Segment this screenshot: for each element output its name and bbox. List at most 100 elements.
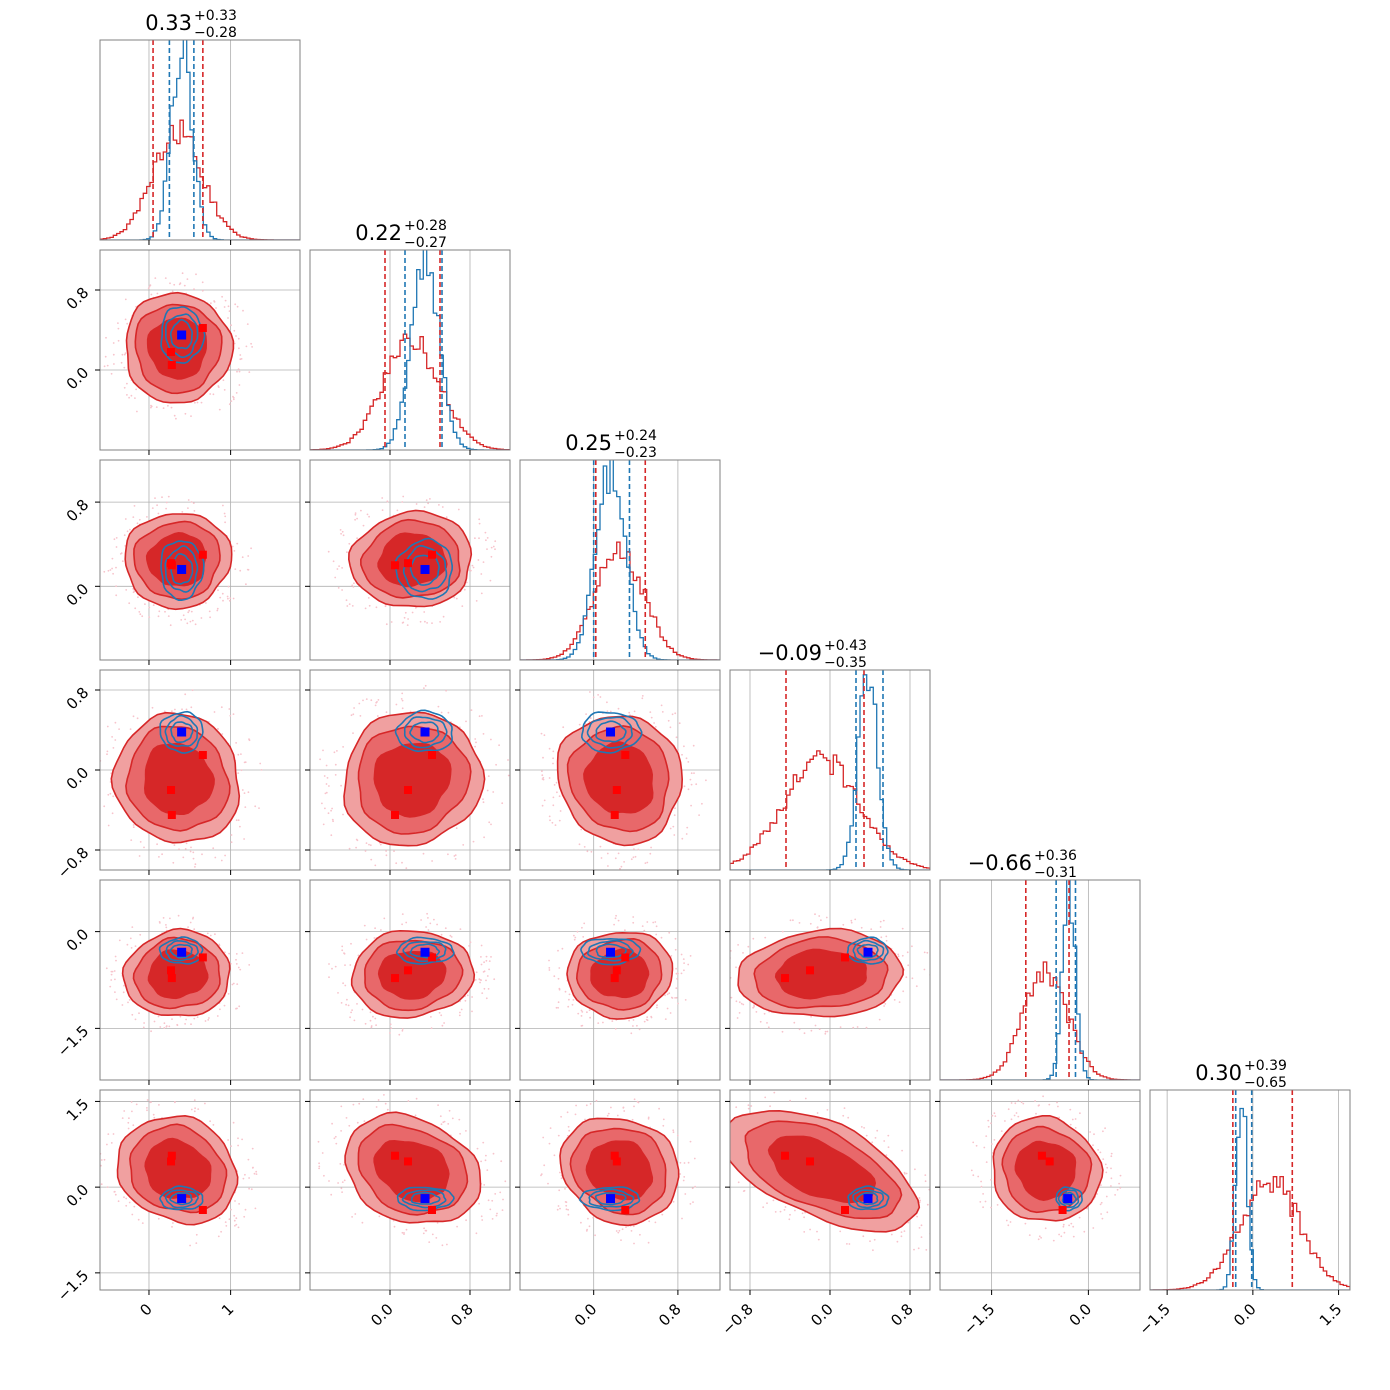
scatter-point: [809, 922, 812, 925]
scatter-point: [630, 1230, 633, 1232]
scatter-point: [230, 1208, 232, 1211]
scatter-point: [401, 923, 403, 926]
scatter-point: [352, 713, 355, 716]
scatter-point: [584, 1118, 586, 1121]
scatter-point: [874, 1137, 877, 1139]
red-marker: [404, 559, 412, 568]
scatter-point: [217, 728, 219, 730]
red-marker: [428, 953, 436, 962]
scatter-point: [737, 944, 739, 946]
scatter-point: [209, 934, 212, 937]
scatter-point: [471, 564, 474, 567]
red-marker: [610, 811, 619, 819]
scatter-point: [118, 939, 121, 942]
scatter-point: [162, 917, 165, 919]
scatter-point: [235, 1223, 238, 1226]
scatter-point: [95, 1160, 97, 1162]
scatter-point: [107, 824, 110, 827]
scatter-point: [701, 802, 703, 805]
scatter-point: [137, 596, 139, 599]
blue-contour: [847, 1185, 890, 1211]
scatter-point: [91, 790, 93, 792]
scatter-point: [156, 292, 159, 295]
scatter-point: [350, 942, 352, 945]
x-tick-label: 1.5: [1316, 1300, 1346, 1330]
scatter-point: [115, 546, 118, 548]
scatter-point: [240, 358, 243, 360]
scatter-point: [738, 1012, 741, 1014]
scatter-point: [121, 560, 124, 563]
scatter-point: [331, 818, 334, 821]
scatter-point: [393, 850, 395, 852]
scatter-point: [390, 621, 393, 623]
scatter-point: [131, 1110, 133, 1113]
scatter-point: [672, 1131, 675, 1134]
scatter-point: [324, 807, 326, 810]
scatter-point: [350, 714, 353, 717]
scatter-point: [814, 913, 816, 916]
scatter-point: [687, 788, 690, 791]
scatter-point: [883, 1140, 886, 1142]
scatter-point: [350, 1011, 352, 1014]
scatter-point: [334, 1135, 337, 1138]
red-marker: [167, 1151, 176, 1160]
scatter-point: [494, 548, 496, 551]
scatter-point: [104, 355, 107, 358]
scatter-point: [614, 1027, 617, 1030]
scatter-point: [869, 1240, 871, 1243]
scatter-point: [647, 1241, 650, 1244]
scatter-point: [129, 528, 131, 531]
scatter-point: [558, 795, 561, 798]
red-histogram: [1150, 1175, 1350, 1290]
scatter-point: [632, 916, 635, 918]
scatter-point: [194, 863, 197, 866]
scatter-point: [243, 838, 246, 840]
scatter-point: [1114, 1194, 1116, 1196]
scatter-point: [324, 792, 327, 795]
red-marker: [167, 559, 176, 568]
red-marker: [781, 974, 789, 983]
scatter-point: [495, 1214, 498, 1217]
scatter-point: [190, 1108, 193, 1111]
scatter-point: [237, 753, 240, 756]
scatter-point: [193, 510, 196, 512]
scatter-point: [230, 841, 233, 844]
scatter-point: [924, 1174, 927, 1176]
scatter-point: [129, 937, 132, 940]
scatter-point: [318, 1165, 321, 1168]
scatter-point: [233, 329, 236, 332]
scatter-point: [878, 1018, 881, 1021]
panel-frame: [309, 879, 511, 1081]
scatter-point: [332, 820, 334, 823]
scatter-point: [1056, 1101, 1058, 1104]
scatter-point: [138, 855, 141, 857]
scatter-point: [378, 1215, 381, 1218]
scatter-point: [230, 834, 233, 836]
scatter-point: [161, 496, 163, 499]
panel-frame: [1149, 1089, 1351, 1291]
scatter-point: [168, 1025, 171, 1028]
scatter-point: [872, 1249, 874, 1252]
scatter-point: [487, 988, 490, 990]
scatter-point: [244, 806, 247, 808]
scatter-point: [368, 843, 370, 846]
scatter-point: [617, 1231, 620, 1234]
scatter-point: [401, 913, 404, 915]
panel-frame: [309, 1089, 511, 1291]
scatter-point: [773, 1091, 776, 1094]
scatter-point: [630, 858, 633, 861]
scatter-point: [158, 1104, 160, 1106]
scatter-point: [405, 867, 408, 869]
scatter-point: [401, 1029, 404, 1032]
scatter-point: [983, 1146, 986, 1149]
scatter-point: [876, 1129, 879, 1132]
scatter-point: [695, 783, 698, 786]
scatter-point: [374, 864, 377, 867]
scatter-point: [487, 1199, 490, 1202]
scatter-point: [337, 992, 339, 994]
scatter-point: [403, 1232, 405, 1234]
scatter-point: [229, 597, 232, 599]
scatter-point: [574, 1113, 577, 1116]
scatter-point: [115, 594, 118, 597]
scatter-point: [489, 1208, 492, 1211]
